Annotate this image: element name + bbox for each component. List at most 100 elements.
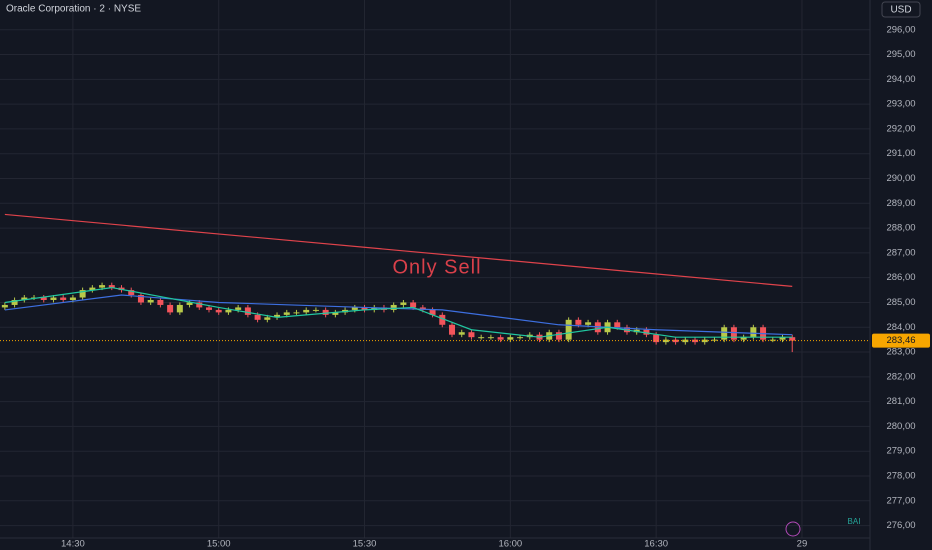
candle-body xyxy=(215,309,222,313)
candle-body xyxy=(322,309,329,315)
last-price-box xyxy=(872,333,930,348)
candle-body xyxy=(682,339,689,343)
y-tick-label: 277,00 xyxy=(886,495,915,506)
x-tick-label: 15:30 xyxy=(353,539,377,550)
candle-body xyxy=(69,297,76,300)
candle-body xyxy=(721,327,728,340)
candle-body xyxy=(303,309,310,313)
candle-body xyxy=(662,339,669,343)
x-tick-label: 29 xyxy=(797,539,808,550)
y-tick-label: 287,00 xyxy=(886,247,915,258)
candle-body xyxy=(196,302,203,308)
currency-label[interactable]: USD xyxy=(890,5,911,16)
candle-body xyxy=(361,307,368,310)
candle-body xyxy=(555,332,562,340)
candle-body xyxy=(614,322,621,328)
lightning-icon[interactable] xyxy=(785,521,801,537)
candle-body xyxy=(692,339,699,343)
candle-body xyxy=(740,337,747,340)
candle-body xyxy=(264,317,271,320)
x-tick-label: 14:30 xyxy=(61,539,85,550)
candle-body xyxy=(108,285,115,288)
annotation: Only Sell xyxy=(392,256,481,278)
candle-body xyxy=(312,309,319,311)
candle-body xyxy=(128,290,135,296)
candle-body xyxy=(40,297,47,300)
candle-body xyxy=(429,309,436,315)
currency-button[interactable] xyxy=(881,1,921,18)
y-tick-label: 288,00 xyxy=(886,223,915,234)
moving-average xyxy=(4,286,793,338)
candle-body xyxy=(419,307,426,310)
candle-body xyxy=(332,312,339,315)
candle-body xyxy=(517,337,524,339)
candle-body xyxy=(351,307,358,310)
y-tick-label: 283,00 xyxy=(886,347,915,358)
candle-body xyxy=(205,307,212,310)
candle-body xyxy=(50,297,57,300)
y-tick-label: 291,00 xyxy=(886,148,915,159)
candle-body xyxy=(390,304,397,310)
y-tick-label: 290,00 xyxy=(886,173,915,184)
candle-body xyxy=(60,297,67,300)
candle-body xyxy=(449,324,456,335)
candle-body xyxy=(487,337,494,339)
y-tick-label: 286,00 xyxy=(886,272,915,283)
y-tick-label: 289,00 xyxy=(886,198,915,209)
grid xyxy=(0,0,870,538)
candle-body xyxy=(653,334,660,343)
candle-body xyxy=(235,307,242,310)
candle-body xyxy=(244,307,251,315)
y-tick-label: 285,00 xyxy=(886,297,915,308)
candle-body xyxy=(99,285,106,288)
y-tick-label: 284,00 xyxy=(886,322,915,333)
x-tick-label: 15:00 xyxy=(207,539,231,550)
candle-body xyxy=(1,304,8,308)
candle-body xyxy=(439,314,446,325)
candle-body xyxy=(293,312,300,314)
candle-body xyxy=(157,299,164,305)
candle-body xyxy=(585,322,592,325)
candle-body xyxy=(701,339,708,343)
y-tick-label: 296,00 xyxy=(886,24,915,35)
y-tick-label: 280,00 xyxy=(886,421,915,432)
candle-body xyxy=(186,302,193,305)
candle-body xyxy=(137,295,144,303)
candle-body xyxy=(468,332,475,338)
candle-body xyxy=(497,337,504,340)
candle-body xyxy=(507,337,514,340)
candle-body xyxy=(176,304,183,313)
badge: BAI xyxy=(848,517,861,526)
candle-body xyxy=(283,312,290,315)
candle-body xyxy=(458,332,465,335)
candle-body xyxy=(11,299,18,305)
last-price-label: 283,46 xyxy=(886,335,915,346)
candle-body xyxy=(779,337,786,340)
candle-body xyxy=(565,319,572,340)
candle-body xyxy=(89,287,96,291)
candle-body xyxy=(769,339,776,341)
candle-body xyxy=(643,329,650,335)
candle-body xyxy=(79,290,86,298)
candle-body xyxy=(167,304,174,313)
candle-body xyxy=(274,314,281,318)
candle-body xyxy=(410,302,417,308)
candle-body xyxy=(21,297,28,300)
candle-body xyxy=(254,314,261,320)
y-tick-label: 295,00 xyxy=(886,49,915,60)
y-tick-label: 294,00 xyxy=(886,74,915,85)
candle-body xyxy=(730,327,737,340)
moving-average xyxy=(4,294,793,336)
y-tick-label: 278,00 xyxy=(886,471,915,482)
candle-body xyxy=(400,302,407,305)
y-tick-label: 293,00 xyxy=(886,99,915,110)
candle-body xyxy=(147,299,154,303)
y-tick-label: 279,00 xyxy=(886,446,915,457)
candle-body xyxy=(371,307,378,310)
candle-body xyxy=(478,337,485,339)
x-tick-label: 16:00 xyxy=(498,539,522,550)
plot xyxy=(0,213,870,353)
